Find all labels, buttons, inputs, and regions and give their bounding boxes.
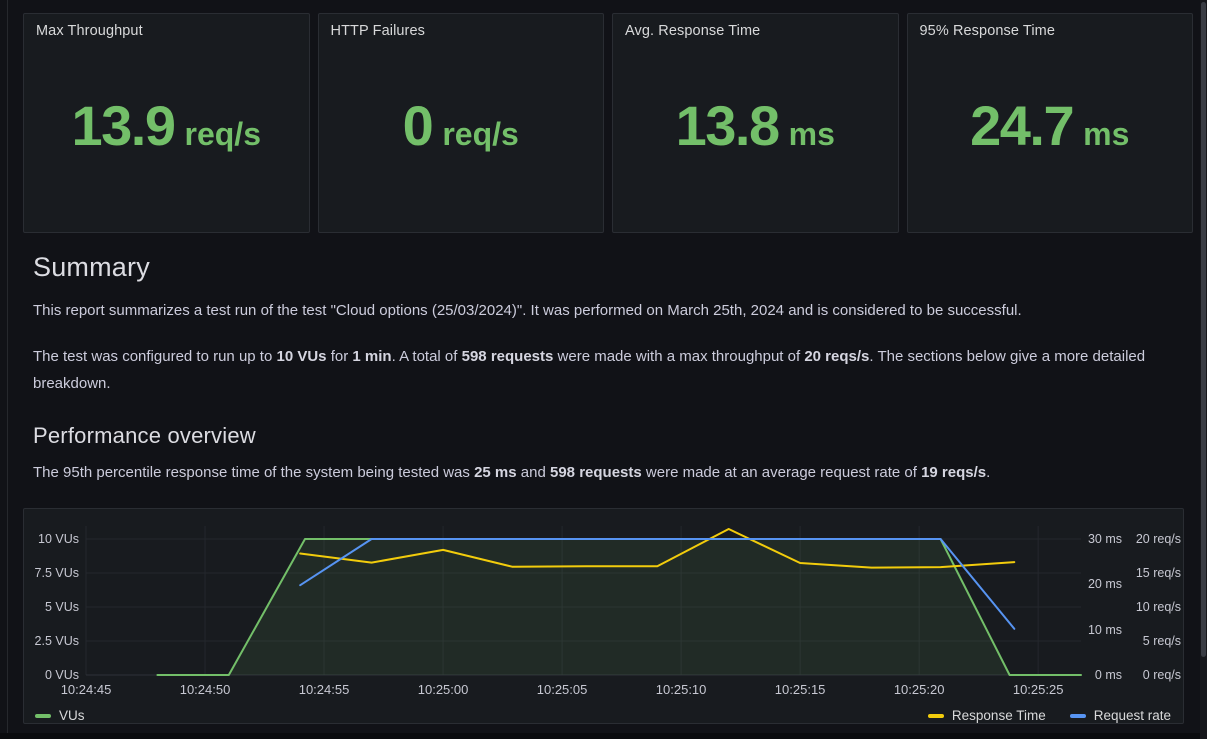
- y-axis-ms-tick: 20 ms: [1087, 577, 1122, 592]
- legend-item-response-time[interactable]: Response Time: [927, 708, 1046, 723]
- x-axis-time-tick: 10:25:05: [536, 682, 588, 697]
- stat-value: 13.8: [675, 94, 781, 158]
- chart-legend-left: VUs: [35, 708, 85, 723]
- timeseries-chart: [85, 526, 1082, 676]
- stat-value-group: 13.8 ms: [613, 93, 898, 158]
- stat-value-group: 13.9 req/s: [24, 93, 309, 158]
- y-axis-vus-tick: 10 VUs: [38, 532, 79, 546]
- x-axis-time-tick: 10:25:20: [893, 682, 945, 697]
- y-axis-ms-tick: 30 ms: [1087, 532, 1122, 546]
- panel-title: HTTP Failures: [330, 23, 425, 39]
- summary-heading: Summary: [33, 252, 150, 282]
- panel-title: 95% Response Time: [919, 23, 1055, 39]
- legend-label: Request rate: [1093, 708, 1171, 723]
- x-axis-time-tick: 10:24:55: [298, 682, 350, 697]
- stat-panel-avg-response-time: Avg. Response Time 13.8 ms: [612, 13, 899, 233]
- stat-value: 24.7: [970, 94, 1075, 158]
- stat-value: 13.9: [71, 94, 177, 158]
- chart-legend-right: Response Time Request rate: [927, 708, 1171, 723]
- stat-unit: req/s: [442, 116, 519, 153]
- stat-unit: ms: [788, 116, 835, 153]
- panel-title: Avg. Response Time: [625, 23, 761, 39]
- x-axis-time-tick: 10:25:00: [417, 682, 469, 697]
- stat-unit: req/s: [184, 116, 261, 153]
- legend-color-marker: [927, 713, 944, 718]
- series-line-request-rate: [299, 538, 1016, 630]
- y-axis-vus-tick: 5 VUs: [44, 600, 79, 614]
- y-axis-reqs-tick: 20 req/s: [1135, 532, 1181, 546]
- performance-paragraph: The 95th percentile response time of the…: [33, 464, 991, 481]
- y-axis-reqs-tick: 0 req/s: [1142, 668, 1181, 682]
- y-axis-reqs-tick: 5 req/s: [1142, 634, 1181, 648]
- legend-item-vus[interactable]: VUs: [35, 708, 85, 723]
- summary-paragraph-1: This report summarizes a test run of the…: [33, 302, 1022, 319]
- legend-label: VUs: [59, 708, 85, 723]
- scrollbar-thumb[interactable]: [1201, 2, 1206, 657]
- legend-color-marker: [35, 713, 51, 718]
- x-axis-time-tick: 10:25:10: [655, 682, 707, 697]
- report-left-edge: [7, 0, 8, 733]
- stat-panel-95-response-time: 95% Response Time 24.7 ms: [906, 13, 1193, 233]
- legend-label: Response Time: [951, 708, 1046, 723]
- performance-timeseries-panel: VUs Response Time Request rate 10 VUs 7.5 …: [23, 508, 1184, 724]
- x-axis-time-tick: 10:24:50: [179, 682, 231, 697]
- y-axis-vus-tick: 2.5 VUs: [34, 634, 79, 648]
- scrollbar[interactable]: [1200, 0, 1207, 739]
- y-axis-vus-tick: 7.5 VUs: [34, 566, 79, 580]
- y-axis-reqs-tick: 15 req/s: [1135, 566, 1181, 580]
- report-body: Summary This report summarizes a test ru…: [33, 246, 1163, 505]
- page-bottom-strip: [0, 733, 1200, 739]
- y-axis-reqs-tick: 10 req/s: [1135, 600, 1181, 614]
- stat-panels-row: Max Throughput 13.9 req/s HTTP Failures …: [23, 13, 1193, 233]
- performance-overview-heading: Performance overview: [33, 423, 256, 448]
- stat-value-group: 0 req/s: [319, 93, 604, 158]
- series-line-response-time: [299, 528, 1016, 569]
- legend-item-request-rate[interactable]: Request rate: [1069, 708, 1171, 723]
- y-axis-ms-tick: 0 ms: [1094, 668, 1122, 682]
- y-axis-vus-tick: 0 VUs: [44, 668, 79, 682]
- stat-unit: ms: [1083, 116, 1130, 153]
- x-axis-time-tick: 10:25:25: [1012, 682, 1064, 697]
- legend-color-marker: [1069, 713, 1086, 718]
- stat-value: 0: [402, 94, 434, 158]
- summary-paragraph-2: The test was configured to run up to 10 …: [33, 348, 1146, 392]
- series-area-vus: [157, 539, 1081, 675]
- stat-value-group: 24.7 ms: [908, 93, 1193, 158]
- panel-title: Max Throughput: [36, 23, 143, 39]
- stat-panel-max-throughput: Max Throughput 13.9 req/s: [23, 13, 310, 233]
- x-axis-time-tick: 10:25:15: [774, 682, 826, 697]
- stat-panel-http-failures: HTTP Failures 0 req/s: [317, 13, 604, 233]
- x-axis-time-tick: 10:24:45: [60, 682, 112, 697]
- y-axis-ms-tick: 10 ms: [1087, 622, 1122, 637]
